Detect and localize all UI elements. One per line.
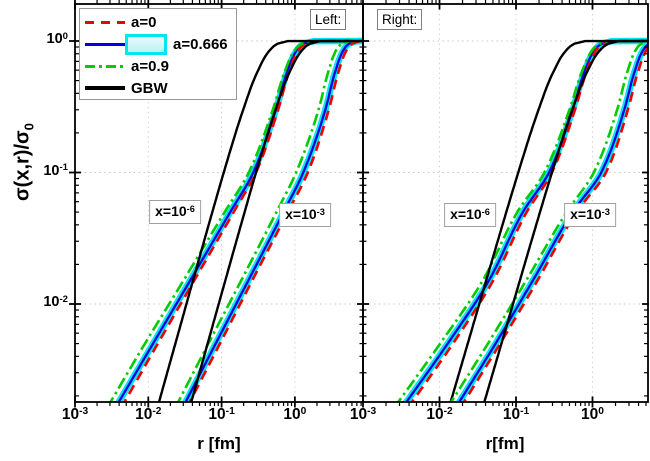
legend-label-gbw: GBW (131, 79, 168, 97)
curve-a0-group2 (188, 39, 363, 402)
curve-a09-group2 (449, 40, 648, 402)
cyan-band-swatch (125, 33, 167, 55)
curve-GBW-group1 (157, 39, 363, 402)
black-line-sample (85, 86, 125, 90)
red-dashed-line-sample (85, 20, 125, 24)
curve-a09-group1 (396, 39, 648, 402)
curves-panel-left (109, 37, 363, 402)
legend: a=0 a=0.666 a=0.9 GBW (79, 8, 237, 100)
curve-a0-group1 (410, 39, 648, 402)
green-dashdot-line-sample (85, 64, 125, 68)
panel-tag-left: Left: (310, 9, 347, 30)
curve-a0-group1 (122, 39, 363, 402)
x-tick-label: 10-1 (502, 406, 530, 423)
x-tick-label: 10-2 (426, 406, 453, 423)
legend-entry-gbw: GBW (85, 77, 236, 99)
curve-a09-group1 (109, 39, 363, 402)
x-tick-label: 10-2 (135, 406, 162, 423)
y-axis-label-sub: 0 (21, 122, 37, 131)
group-label-left-x1e-6: x=10-6 (149, 200, 201, 224)
x-tick-label: 100 (283, 406, 307, 423)
group-label-right-x1e-6: x=10-6 (444, 203, 496, 227)
legend-label-a0666: a=0.666 (173, 35, 228, 53)
curve-a0666-group2 (184, 39, 363, 402)
x-axis-label-left: r [fm] (197, 434, 241, 453)
group-label-left-x1e-3: x=10-3 (279, 203, 331, 227)
legend-entry-a0: a=0 (85, 11, 236, 33)
y-tick-label: 100 (46, 30, 68, 47)
legend-label-a0: a=0 (131, 13, 157, 31)
y-tick-label: 10-1 (43, 162, 68, 179)
x-tick-label: 10-3 (61, 406, 89, 423)
legend-entry-a09: a=0.9 (85, 55, 236, 77)
x-tick-label: 10-3 (349, 406, 377, 423)
x-tick-label: 10-1 (208, 406, 235, 423)
x-axis-label-right: r[fm] (485, 434, 525, 453)
curve-GBW-group1 (449, 39, 648, 402)
blue-line-sample (85, 42, 125, 46)
group-label-right-x1e-3: x=10-3 (564, 203, 616, 227)
curve-GBW-group2 (483, 39, 648, 402)
panel-tag-right: Right: (377, 9, 423, 30)
legend-entry-a0666: a=0.666 (85, 33, 236, 55)
panel-borders (74, 3, 649, 403)
legend-label-a09: a=0.9 (131, 57, 169, 75)
curve-GBW-group2 (190, 39, 363, 402)
x-tick-label: 100 (581, 406, 604, 423)
y-tick-label: 10-2 (43, 293, 68, 310)
